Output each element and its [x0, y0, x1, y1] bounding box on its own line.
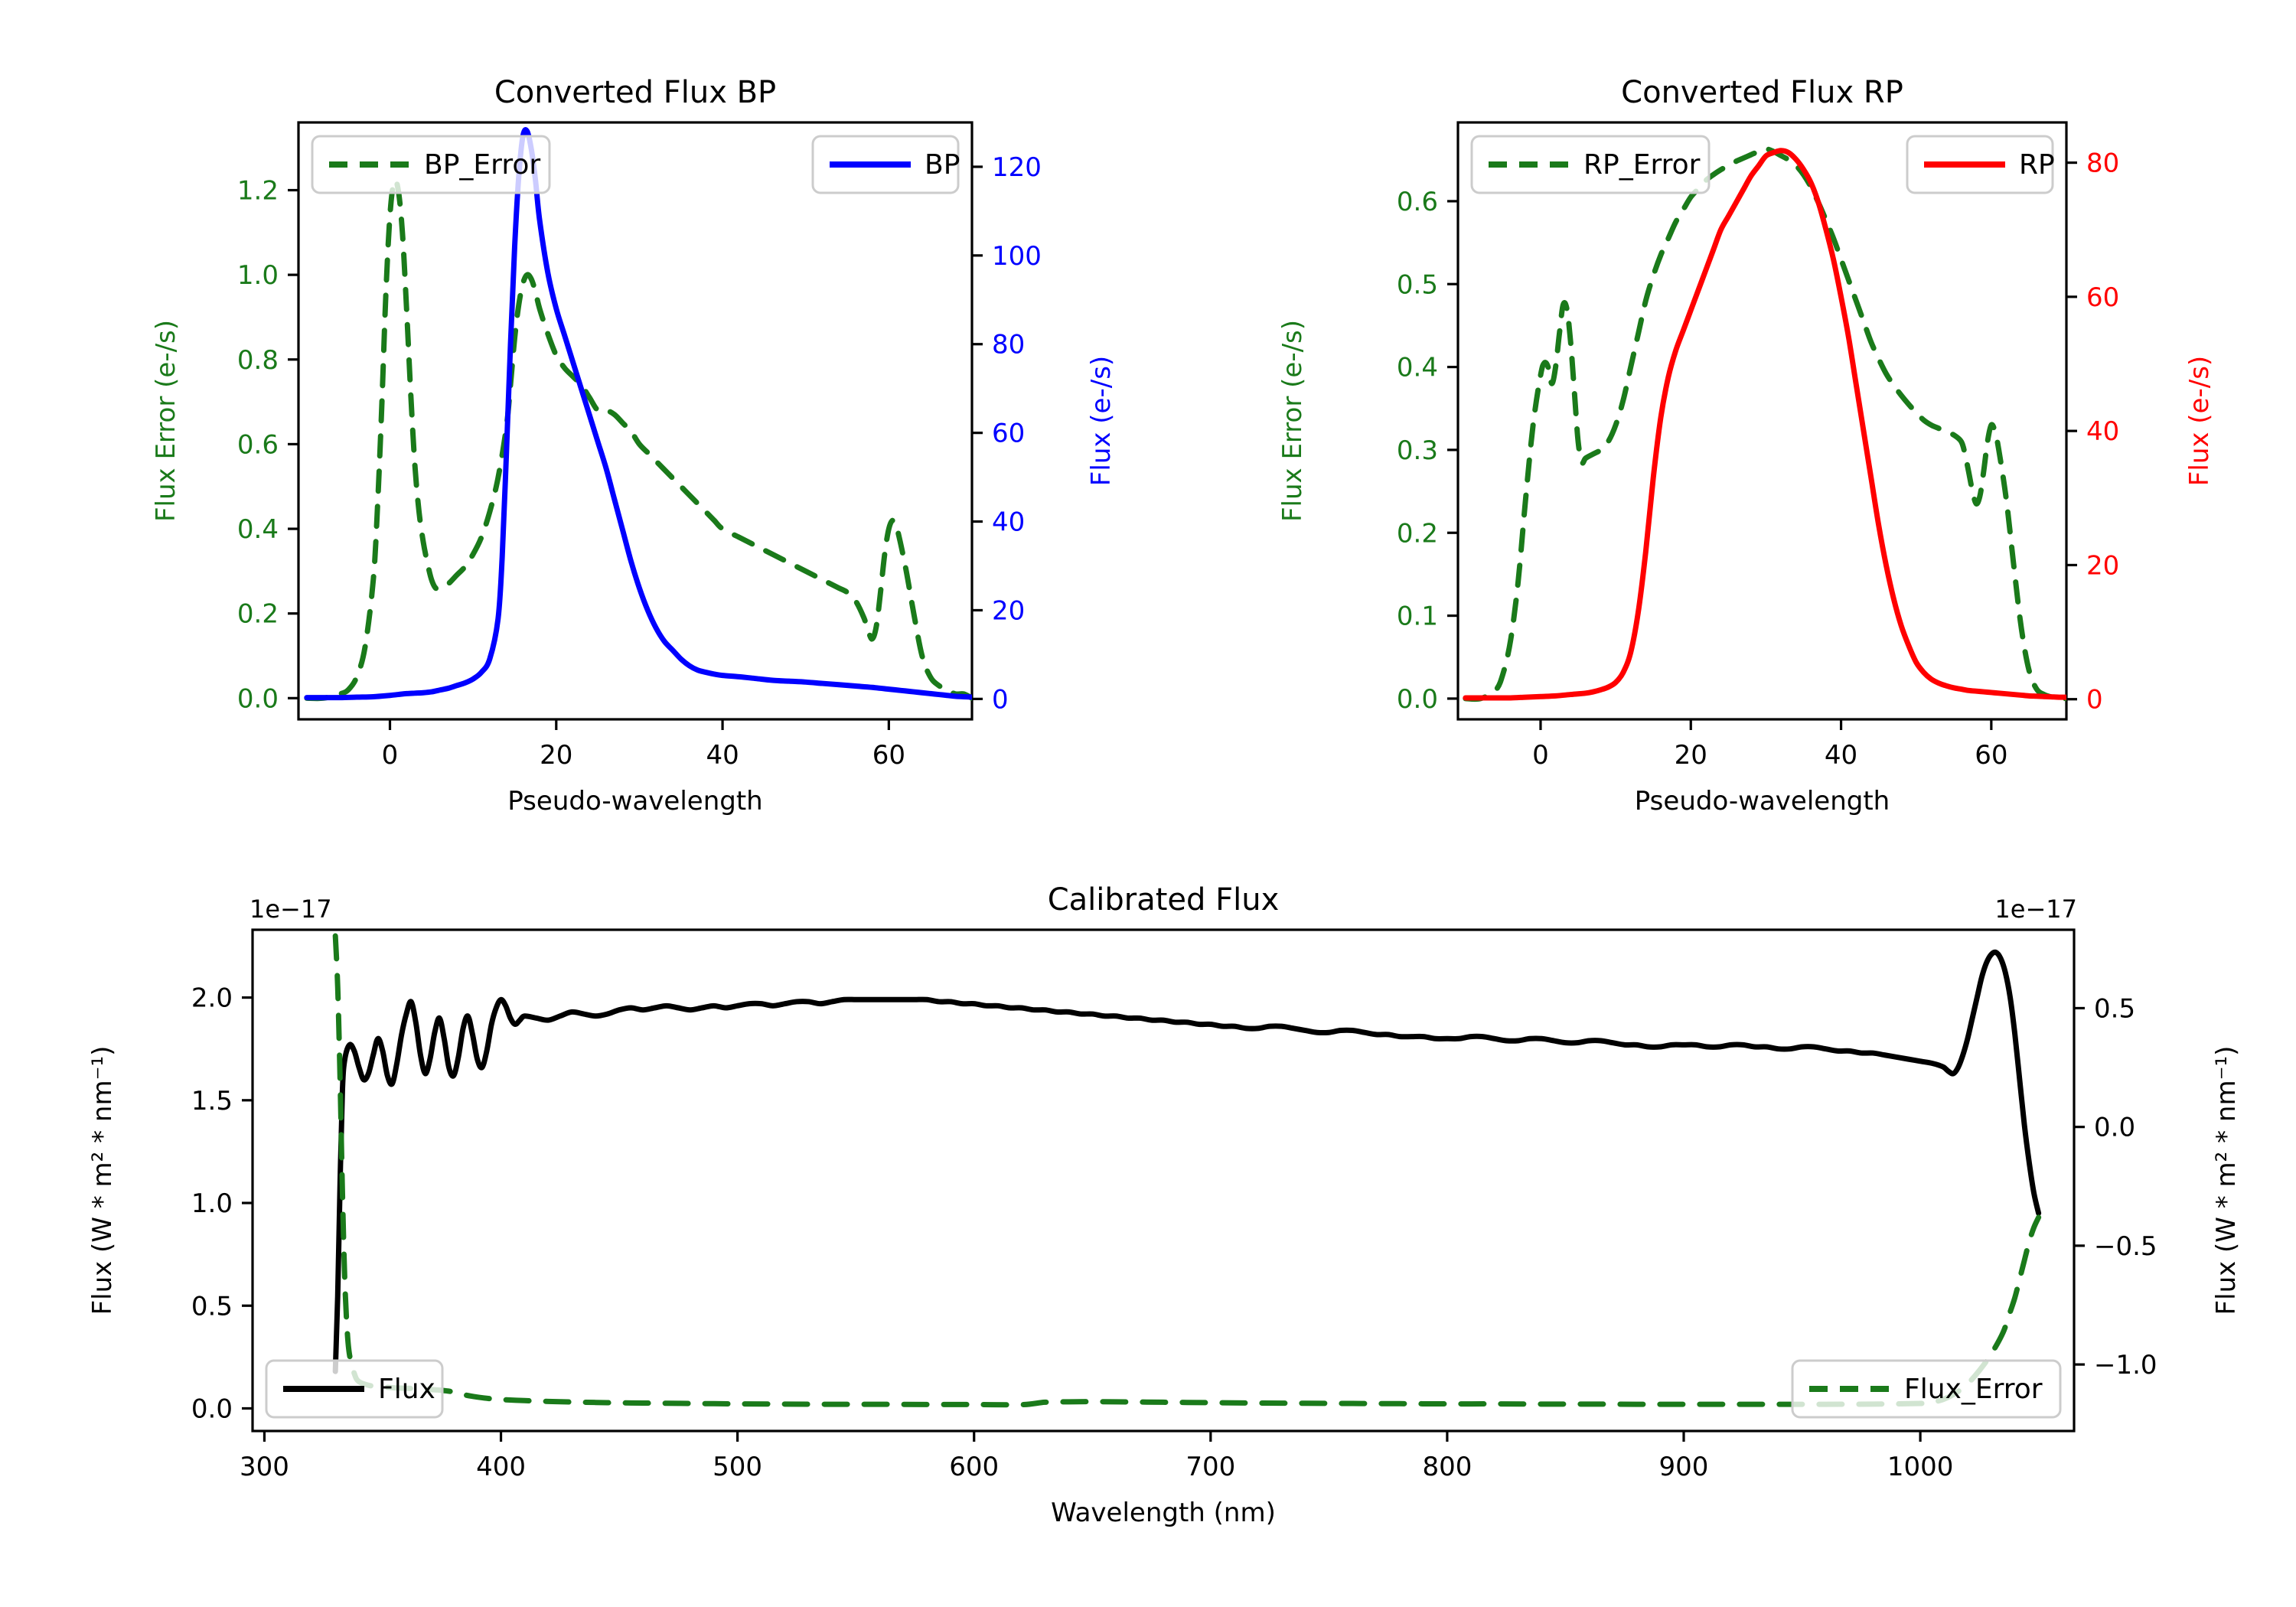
x-tick-label: 40 — [706, 740, 739, 771]
legend-box — [311, 135, 551, 194]
y-tick-label-left: 0.5 — [191, 1291, 233, 1322]
legend-box — [1791, 1359, 2062, 1419]
y-tick-label-right: 0 — [992, 684, 1009, 715]
y-axis-label-right: Flux (e-/s) — [2184, 356, 2215, 486]
y-tick-label-left: 0.1 — [1397, 601, 1438, 632]
x-tick-label: 20 — [1675, 740, 1707, 771]
y-tick-label-left: 0.0 — [191, 1393, 233, 1424]
y-tick-label-left: 0.8 — [237, 345, 279, 376]
series-bp_error — [304, 177, 972, 702]
y-tick-label-right: 60 — [992, 419, 1025, 449]
x-tick-label: 60 — [1975, 740, 2007, 771]
axes-frame — [1456, 121, 2068, 721]
y-tick-label-left: 0.0 — [237, 683, 279, 714]
series-flux — [332, 949, 2042, 1374]
data-layer — [332, 933, 2042, 1408]
y-tick-label-right: 20 — [992, 595, 1025, 626]
y-tick-label-right: 0.5 — [2094, 993, 2135, 1024]
y-tick-label-left: 1.0 — [237, 260, 279, 291]
legend-label: Flux_Error — [1904, 1374, 2043, 1405]
y-tick-label-right: −0.5 — [2094, 1231, 2157, 1262]
plot-calibrated[interactable]: Calibrated Flux 1e−17 1e−17 300 400 500 600 700… — [0, 826, 2296, 1607]
y-tick-label-right: 40 — [992, 507, 1025, 538]
y-axis-offset-left: 1e−17 — [249, 895, 332, 924]
legend-label: RP_Error — [1583, 149, 1701, 181]
y-tick-label-right: 120 — [992, 152, 1042, 183]
y-axis-offset-right: 1e−17 — [1994, 895, 2077, 924]
x-tick-label: 60 — [872, 740, 905, 771]
axes-frame — [297, 121, 974, 721]
plot-title: Calibrated Flux — [1048, 882, 1280, 918]
x-tick-label: 20 — [540, 740, 572, 771]
y-tick-label-right: 20 — [2086, 550, 2119, 581]
data-layer — [304, 127, 972, 702]
panel-converted-flux-bp: Converted Flux BP 0 20 40 60 0.0 0.2 0.4 0.6 0.8 1… — [0, 46, 1148, 842]
axes-frame — [251, 928, 2076, 1433]
y-tick-label-right: 80 — [2086, 148, 2119, 179]
y-tick-label-left: 1.2 — [237, 176, 279, 207]
y-tick-label-left: 0.4 — [1397, 353, 1438, 383]
x-tick-label: 500 — [713, 1452, 762, 1482]
y-tick-label-right: 100 — [992, 241, 1042, 272]
series-bp — [304, 127, 972, 701]
legend-bp[interactable]: BP — [811, 135, 960, 194]
x-tick-label: 600 — [949, 1452, 999, 1482]
y-tick-label-right: 40 — [2086, 416, 2119, 447]
y-axis-label-left: Flux Error (e-/s) — [151, 320, 181, 522]
legend-flux[interactable]: Flux — [265, 1359, 444, 1419]
y-tick-label-left: 2.0 — [191, 983, 233, 1014]
x-tick-label: 400 — [476, 1452, 526, 1482]
y-tick-label-left: 1.0 — [191, 1188, 233, 1219]
legend-label: BP_Error — [424, 149, 540, 181]
series-rp_error — [1463, 146, 2066, 702]
x-axis-label: Wavelength (nm) — [1051, 1498, 1276, 1528]
legend-label: BP — [925, 149, 960, 181]
y-axis-label-right: Flux (e-/s) — [1086, 356, 1117, 486]
y-tick-label-left: 0.2 — [237, 599, 279, 630]
x-tick-label: 300 — [240, 1452, 289, 1482]
legend-rp_error[interactable]: RP_Error — [1470, 135, 1711, 194]
y-tick-label-right: 80 — [992, 330, 1025, 360]
plot-title: Converted Flux BP — [494, 75, 776, 110]
data-layer — [1463, 146, 2066, 702]
y-tick-label-left: 0.4 — [237, 514, 279, 545]
y-tick-label-left: 1.5 — [191, 1086, 233, 1116]
y-tick-label-left: 0.3 — [1397, 435, 1438, 466]
y-tick-label-right: 60 — [2086, 282, 2119, 313]
plot-rp[interactable]: Converted Flux RP 0 20 40 60 0.0 0.1 0.2 0.3 0.4 0… — [1148, 46, 2296, 842]
x-tick-label: 900 — [1659, 1452, 1709, 1482]
legend-bp_error[interactable]: BP_Error — [311, 135, 551, 194]
legend-rp[interactable]: RP — [1906, 135, 2055, 194]
legend-label: Flux — [378, 1374, 435, 1405]
y-tick-label-right: 0 — [2086, 685, 2103, 715]
y-tick-label-right: −1.0 — [2094, 1350, 2157, 1380]
plot-title: Converted Flux RP — [1621, 75, 1903, 110]
plot-bp[interactable]: Converted Flux BP 0 20 40 60 0.0 0.2 0.4 0.6 0.8 1… — [0, 46, 1148, 842]
y-tick-label-left: 0.6 — [1397, 187, 1438, 217]
y-tick-label-left: 0.0 — [1397, 684, 1438, 715]
legend-flux_error[interactable]: Flux_Error — [1791, 1359, 2062, 1419]
y-axis-label-left: Flux Error (e-/s) — [1277, 320, 1308, 522]
series-flux_error — [332, 933, 2042, 1408]
y-axis-label-left: Flux (W * m² * nm⁻¹) — [87, 1046, 118, 1315]
x-tick-label: 1000 — [1887, 1452, 1954, 1482]
x-tick-label: 0 — [1532, 740, 1549, 771]
y-tick-label-left: 0.2 — [1397, 518, 1438, 549]
x-tick-label: 800 — [1422, 1452, 1472, 1482]
y-tick-label-right: 0.0 — [2094, 1113, 2135, 1143]
x-axis-label: Pseudo-wavelength — [1635, 786, 1890, 817]
x-tick-label: 700 — [1186, 1452, 1235, 1482]
y-axis-label-right: Flux (W * m² * nm⁻¹) — [2211, 1046, 2242, 1315]
y-tick-label-left: 0.6 — [237, 429, 279, 460]
legend-label: RP — [2019, 149, 2055, 181]
legend-box — [1470, 135, 1711, 194]
x-tick-label: 40 — [1825, 740, 1857, 771]
x-tick-label: 0 — [382, 740, 399, 771]
y-tick-label-left: 0.5 — [1397, 269, 1438, 300]
x-axis-label: Pseudo-wavelength — [507, 786, 762, 817]
series-rp — [1463, 148, 2066, 701]
panel-converted-flux-rp: Converted Flux RP 0 20 40 60 0.0 0.1 0.2 0.3 0.4 0… — [1148, 46, 2296, 842]
panel-calibrated-flux: Calibrated Flux 1e−17 1e−17 300 400 500 600 700… — [0, 826, 2296, 1607]
